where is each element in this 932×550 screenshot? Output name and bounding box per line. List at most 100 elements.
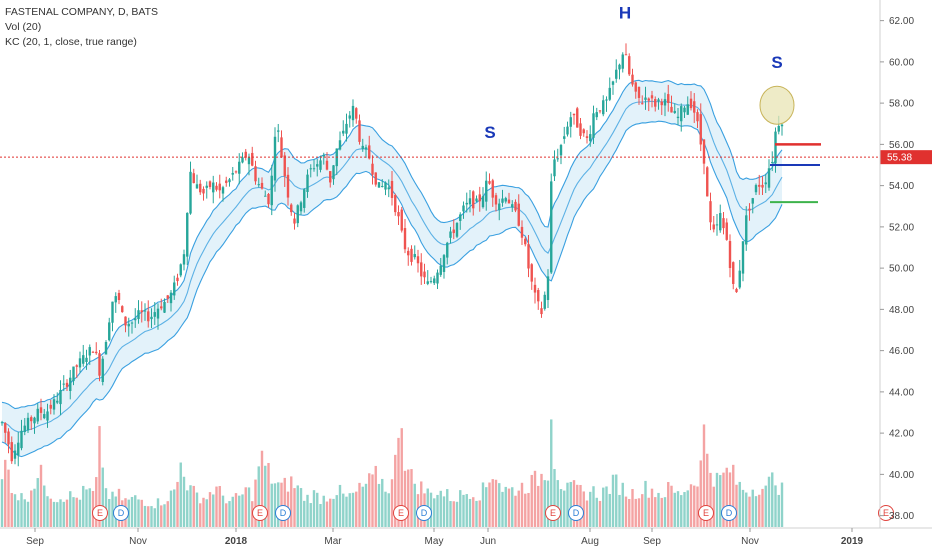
candle-body — [254, 166, 257, 182]
time-axis[interactable]: Sep Nov 2018 Mar May Jun Aug Sep Nov 2019 — [0, 527, 932, 547]
candle-body — [576, 108, 579, 128]
price-axis[interactable]: 38.00 40.00 42.00 44.00 46.00 48.00 50.00 52.00… — [879, 0, 914, 528]
candle-body — [78, 358, 82, 368]
candle-body — [277, 130, 280, 132]
candle-body — [241, 157, 244, 163]
candle-body — [215, 185, 218, 190]
event-label: D — [280, 508, 287, 518]
candle-body — [10, 442, 13, 462]
candle-body — [439, 265, 442, 275]
volume-bar — [273, 483, 277, 527]
volume-bar — [101, 467, 104, 527]
volume-bar — [65, 499, 69, 527]
candle-body — [449, 231, 452, 238]
candle-body — [390, 180, 394, 198]
candle-body — [23, 425, 26, 432]
event-label: D — [421, 508, 428, 518]
volume-bar — [641, 494, 644, 527]
volume-bar — [738, 481, 741, 527]
volume-bar — [348, 493, 351, 527]
volume-bar — [140, 499, 143, 527]
candle-body — [186, 212, 189, 257]
candle-body — [715, 224, 719, 226]
volume-bar — [238, 495, 241, 527]
volume-bar — [507, 488, 511, 527]
candle-body — [26, 417, 30, 431]
candle-body — [719, 213, 722, 231]
volume-bar — [179, 462, 182, 527]
volume-bar — [137, 499, 140, 527]
candle-body — [283, 155, 286, 177]
volume-bar — [676, 491, 680, 527]
candle-body — [325, 160, 329, 170]
volume-bar — [663, 497, 667, 527]
volume-bar — [533, 470, 537, 527]
candle-body — [657, 99, 660, 102]
event-label: E — [550, 508, 556, 518]
volume-bar — [527, 492, 530, 527]
volume-bar — [452, 501, 455, 527]
volume-bar — [329, 498, 332, 527]
candle-body — [257, 184, 260, 186]
legend-symbol[interactable]: FASTENAL COMPANY, D, BATS — [5, 6, 159, 18]
candle-body — [260, 182, 264, 189]
volume-bar — [439, 490, 442, 527]
candle-body — [374, 172, 377, 185]
volume-bar — [371, 474, 374, 527]
volume-bar — [163, 504, 166, 527]
candle-body — [0, 422, 4, 424]
candle-body — [689, 98, 693, 109]
volume-bar — [686, 490, 689, 527]
volume-bar — [504, 486, 507, 527]
volume-bar — [199, 503, 202, 527]
candle-body — [104, 341, 108, 355]
volume-bar — [4, 459, 7, 527]
price-tick-label: 46.00 — [889, 346, 914, 357]
candle-body — [540, 308, 543, 315]
volume-bar — [23, 499, 26, 527]
volume-bar — [602, 487, 605, 527]
candle-body — [660, 101, 663, 106]
volume-bar — [631, 489, 634, 527]
dividend-marker — [568, 505, 584, 521]
candle-body — [589, 134, 592, 142]
candle-body — [514, 201, 517, 211]
volume-bar — [277, 482, 280, 527]
candle-body — [407, 250, 410, 256]
candle-body — [637, 86, 641, 98]
candle-body — [771, 161, 774, 163]
volume-bar — [550, 419, 553, 527]
candle-body — [358, 120, 361, 142]
candle-body — [455, 222, 459, 237]
candle-body — [85, 357, 88, 362]
volume-bar — [407, 469, 410, 527]
volume-bar — [257, 466, 260, 527]
volume-bar — [520, 482, 524, 527]
volume-bar — [771, 472, 774, 527]
candle-body — [413, 254, 416, 258]
candle-body — [442, 255, 446, 272]
candle-body — [234, 171, 238, 173]
volume-bar — [537, 485, 540, 527]
volume-bar — [264, 465, 267, 527]
volume-bar — [517, 490, 520, 527]
legend-keltner[interactable]: KC (20, 1, close, true range) — [5, 36, 137, 48]
candle-body — [101, 358, 104, 382]
candle-body — [7, 431, 10, 445]
volume-bar — [316, 492, 319, 527]
volume-bar — [186, 490, 189, 527]
volume-bar — [559, 489, 563, 527]
candle-body — [218, 183, 221, 191]
pattern-label: S — [484, 123, 495, 142]
candle-body — [46, 411, 49, 421]
volume-bar — [355, 491, 358, 527]
time-tick-label: Jun — [480, 536, 496, 547]
candle-body — [195, 184, 199, 189]
candle-body — [693, 101, 696, 113]
candle-body — [556, 158, 559, 160]
legend-volume[interactable]: Vol (20) — [5, 21, 42, 33]
volume-bar — [589, 491, 592, 527]
volume-bar — [566, 482, 569, 527]
candle-body — [611, 81, 615, 85]
